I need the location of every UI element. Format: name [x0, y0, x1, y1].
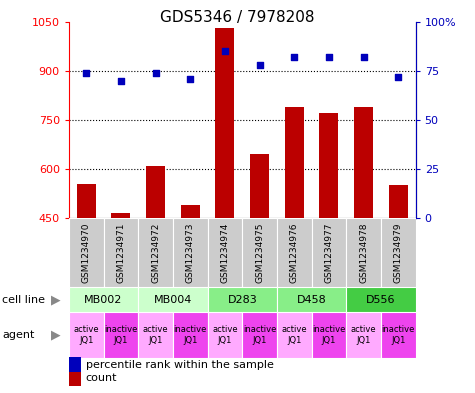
- Text: inactive
JQ1: inactive JQ1: [381, 325, 415, 345]
- Text: GSM1234976: GSM1234976: [290, 222, 299, 283]
- Bar: [208, 218, 242, 287]
- Bar: [389, 185, 408, 218]
- Bar: [312, 312, 346, 358]
- Text: GSM1234978: GSM1234978: [359, 222, 368, 283]
- Text: GSM1234970: GSM1234970: [82, 222, 91, 283]
- Point: [117, 77, 124, 84]
- Point: [83, 70, 90, 76]
- Text: GSM1234973: GSM1234973: [186, 222, 195, 283]
- Bar: [319, 113, 339, 218]
- Point: [394, 73, 402, 80]
- Bar: [146, 166, 165, 218]
- Text: active
JQ1: active JQ1: [282, 325, 307, 345]
- Bar: [277, 218, 312, 287]
- Text: inactive
JQ1: inactive JQ1: [173, 325, 207, 345]
- Point: [325, 54, 332, 60]
- Text: D283: D283: [228, 295, 257, 305]
- Point: [221, 48, 229, 54]
- Bar: [381, 218, 416, 287]
- Text: GDS5346 / 7978208: GDS5346 / 7978208: [160, 10, 315, 25]
- Point: [152, 70, 160, 76]
- Bar: [138, 218, 173, 287]
- Point: [186, 75, 194, 82]
- Text: GSM1234979: GSM1234979: [394, 222, 403, 283]
- Point: [256, 62, 264, 68]
- Bar: [69, 312, 104, 358]
- Bar: [138, 312, 173, 358]
- Bar: [354, 107, 373, 218]
- Bar: [242, 312, 277, 358]
- Bar: [208, 287, 277, 312]
- Bar: [111, 213, 131, 218]
- Text: inactive
JQ1: inactive JQ1: [312, 325, 346, 345]
- Bar: [346, 312, 381, 358]
- Bar: [104, 218, 138, 287]
- Text: GSM1234972: GSM1234972: [151, 222, 160, 283]
- Point: [360, 54, 368, 60]
- Text: active
JQ1: active JQ1: [143, 325, 168, 345]
- Text: agent: agent: [2, 330, 35, 340]
- Text: inactive
JQ1: inactive JQ1: [104, 325, 138, 345]
- Bar: [381, 312, 416, 358]
- Bar: [215, 28, 235, 218]
- Text: percentile rank within the sample: percentile rank within the sample: [86, 360, 274, 369]
- Text: active
JQ1: active JQ1: [74, 325, 99, 345]
- Bar: [69, 287, 138, 312]
- Bar: [138, 287, 208, 312]
- Text: GSM1234974: GSM1234974: [220, 222, 229, 283]
- Text: active
JQ1: active JQ1: [351, 325, 376, 345]
- Text: active
JQ1: active JQ1: [212, 325, 238, 345]
- Text: D556: D556: [366, 295, 396, 305]
- Bar: [242, 218, 277, 287]
- Text: ▶: ▶: [51, 293, 61, 306]
- Bar: [312, 218, 346, 287]
- Text: GSM1234975: GSM1234975: [255, 222, 264, 283]
- Text: inactive
JQ1: inactive JQ1: [243, 325, 276, 345]
- Point: [291, 54, 298, 60]
- Bar: [173, 312, 208, 358]
- Bar: [76, 184, 96, 218]
- Text: GSM1234977: GSM1234977: [324, 222, 333, 283]
- Bar: [69, 218, 104, 287]
- Bar: [104, 312, 138, 358]
- Bar: [208, 312, 242, 358]
- Bar: [285, 107, 304, 218]
- Text: MB002: MB002: [85, 295, 123, 305]
- Text: MB004: MB004: [154, 295, 192, 305]
- Text: count: count: [86, 373, 117, 383]
- Bar: [346, 218, 381, 287]
- Bar: [346, 287, 416, 312]
- Bar: [173, 218, 208, 287]
- Text: GSM1234971: GSM1234971: [116, 222, 125, 283]
- Bar: [250, 154, 269, 218]
- Bar: [180, 205, 200, 218]
- Text: ▶: ▶: [51, 329, 61, 342]
- Bar: [277, 312, 312, 358]
- Text: D458: D458: [297, 295, 326, 305]
- Bar: [277, 287, 346, 312]
- Text: cell line: cell line: [2, 295, 46, 305]
